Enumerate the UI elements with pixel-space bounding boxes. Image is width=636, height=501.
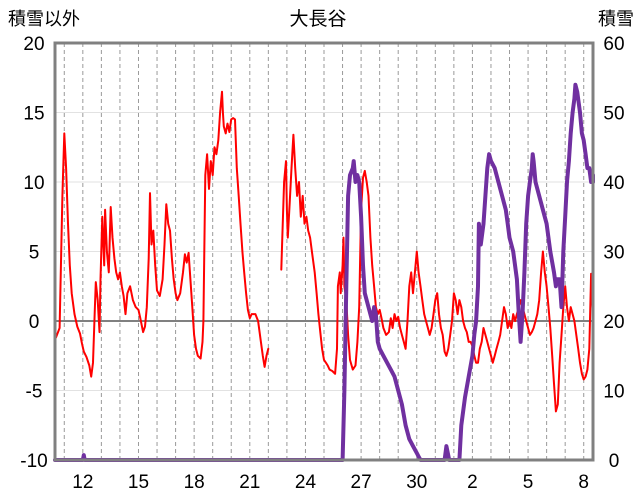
left-tick-label: -10 (20, 451, 47, 472)
x-tick-label: 24 (295, 472, 317, 493)
right-tick-label: 30 (603, 243, 624, 264)
left-axis-series-line-1 (280, 133, 594, 413)
series-lines (53, 82, 595, 462)
right-axis-series-line-2 (53, 82, 595, 462)
right-tick-label: 20 (603, 312, 624, 333)
left-tick-label: 10 (23, 173, 44, 194)
left-tick-label: 0 (29, 312, 40, 333)
x-tick-label: 2 (467, 472, 478, 493)
left-tick-label: 15 (23, 104, 44, 125)
left-axis-series-line-0 (54, 90, 270, 378)
plot-frame (53, 41, 595, 462)
right-tick-label: 40 (603, 173, 624, 194)
right-tick-label: 10 (603, 382, 624, 403)
right-tick-label: 60 (603, 34, 624, 55)
right-axis-label: 積雪 (598, 9, 634, 30)
x-tick-label: 15 (128, 472, 149, 493)
x-tick-label: 12 (72, 472, 93, 493)
chart-title: 大長谷 (289, 8, 346, 30)
x-axis-ticks: 12 15 18 21 24 27 30 2 5 8 (72, 472, 589, 493)
x-tick-label: 18 (184, 472, 205, 493)
left-tick-label: 5 (29, 243, 40, 264)
right-tick-label: 50 (603, 104, 624, 125)
x-tick-label: 21 (239, 472, 260, 493)
x-tick-label: 5 (523, 472, 534, 493)
left-axis-label: 積雪以外 (8, 9, 80, 30)
left-axis-ticks: 20 15 10 5 0 -5 -10 (20, 34, 47, 472)
right-axis-ticks: 60 50 40 30 20 10 0 (603, 34, 624, 472)
x-tick-label: 8 (578, 472, 589, 493)
x-tick-label: 30 (406, 472, 427, 493)
x-tick-label: 27 (351, 472, 372, 493)
left-tick-label: -5 (26, 382, 43, 403)
left-tick-label: 20 (23, 34, 44, 55)
right-tick-label: 0 (609, 451, 620, 472)
